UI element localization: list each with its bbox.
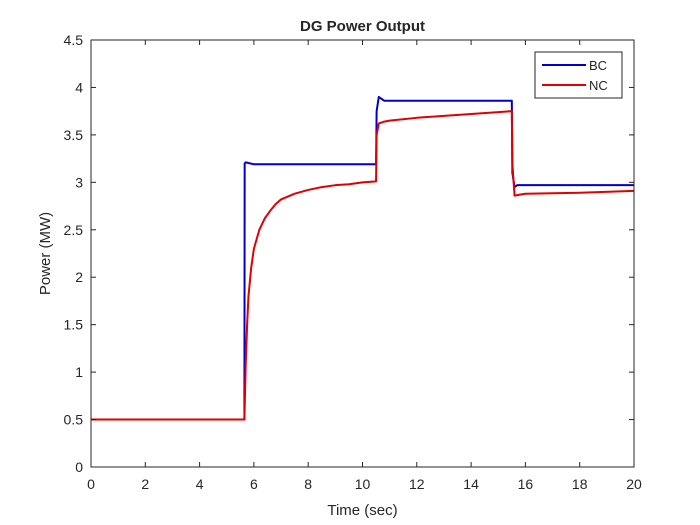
y-axis-label: Power (MW) bbox=[37, 212, 54, 295]
series-line-bc bbox=[91, 95, 634, 421]
legend: BC NC bbox=[534, 51, 623, 99]
legend-label-bc: BC bbox=[589, 58, 607, 73]
x-tick-label: 18 bbox=[572, 476, 588, 492]
chart-title: DG Power Output bbox=[300, 18, 425, 35]
x-tick-label: 6 bbox=[250, 476, 258, 492]
y-tick-label: 0 bbox=[75, 459, 83, 475]
y-tick-label: 4 bbox=[75, 79, 83, 95]
ticks-layer: 0 2 4 6 8 10 12 14 16 18 20 0 0.5 1 1.5 2 2.5 3 3.5 4 4.5 bbox=[64, 32, 642, 492]
x-axis-label: Time (sec) bbox=[327, 502, 397, 519]
y-tick-label: 4.5 bbox=[64, 32, 84, 48]
x-tick-label: 14 bbox=[463, 476, 479, 492]
y-tick-label: 3.5 bbox=[64, 127, 84, 143]
x-tick-label: 16 bbox=[518, 476, 534, 492]
y-tick-label: 2 bbox=[75, 269, 83, 285]
legend-label-nc: NC bbox=[589, 78, 608, 93]
y-tick-label: 1.5 bbox=[64, 317, 84, 333]
x-tick-label: 12 bbox=[409, 476, 425, 492]
x-tick-label: 2 bbox=[141, 476, 149, 492]
y-tick-label: 1 bbox=[75, 364, 83, 380]
x-tick-label: 4 bbox=[196, 476, 204, 492]
x-tick-label: 8 bbox=[304, 476, 312, 492]
x-tick-label: 20 bbox=[626, 476, 642, 492]
y-tick-label: 0.5 bbox=[64, 412, 84, 428]
plot-area bbox=[91, 40, 634, 467]
legend-box bbox=[534, 51, 623, 99]
x-tick-label: 0 bbox=[87, 476, 95, 492]
series-line-nc bbox=[91, 110, 635, 421]
x-tick-label: 10 bbox=[355, 476, 371, 492]
y-tick-label: 3 bbox=[75, 174, 83, 190]
y-tick-label: 2.5 bbox=[64, 222, 84, 238]
series-layer bbox=[91, 95, 635, 421]
